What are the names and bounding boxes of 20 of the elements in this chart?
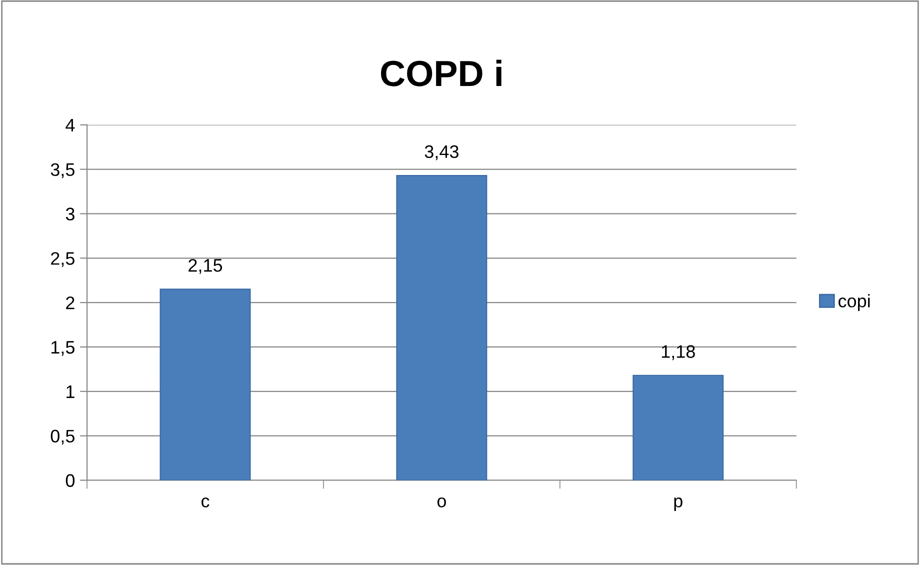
y-tick-label: 1 bbox=[66, 386, 74, 398]
bar bbox=[160, 288, 251, 480]
y-tick-label: 2,5 bbox=[51, 252, 74, 267]
y-tick-label: 4 bbox=[66, 118, 75, 132]
legend-label: copi bbox=[838, 294, 870, 311]
y-tick-label: 0,5 bbox=[50, 430, 74, 445]
x-tick-label: c bbox=[202, 498, 210, 508]
data-label: 2,15 bbox=[188, 258, 222, 274]
bar bbox=[396, 174, 488, 480]
y-tick-label: 1,5 bbox=[52, 341, 74, 356]
x-tick-label: o bbox=[437, 498, 446, 508]
y-tick-label: 0 bbox=[66, 474, 75, 487]
x-tick-label: p bbox=[674, 498, 682, 511]
y-tick-label: 3 bbox=[66, 208, 74, 220]
data-label: 1,18 bbox=[662, 345, 695, 360]
y-tick-label: 3,5 bbox=[50, 163, 74, 178]
y-tick-label: 2 bbox=[66, 296, 74, 310]
data-label: 3,43 bbox=[424, 145, 458, 160]
chart-title: COPD i bbox=[380, 60, 502, 86]
bar bbox=[632, 374, 724, 480]
